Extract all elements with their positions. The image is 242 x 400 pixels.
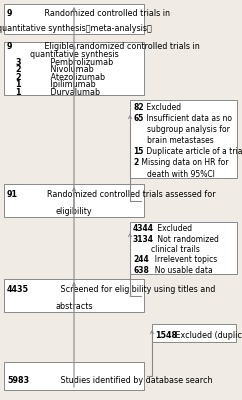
Text: 91: 91 xyxy=(7,190,18,199)
Text: Randomized controlled trials in: Randomized controlled trials in xyxy=(42,9,170,18)
Text: Not randomized: Not randomized xyxy=(155,235,219,244)
Text: 9: 9 xyxy=(7,42,13,52)
Bar xyxy=(152,324,236,342)
Text: 2: 2 xyxy=(15,73,21,82)
Text: 1: 1 xyxy=(15,80,21,89)
Text: Atezolizumab: Atezolizumab xyxy=(48,73,105,82)
Text: quantitative synthesis（meta-analysis）: quantitative synthesis（meta-analysis） xyxy=(0,24,151,33)
Text: Irrelevent topics: Irrelevent topics xyxy=(150,256,217,264)
Text: abstracts: abstracts xyxy=(55,302,93,311)
Text: subgroup analysis for: subgroup analysis for xyxy=(147,125,230,134)
Text: Excluded (duplicates): Excluded (duplicates) xyxy=(173,331,242,340)
Text: Missing data on HR for: Missing data on HR for xyxy=(139,158,229,168)
Text: brain metastases: brain metastases xyxy=(147,136,214,145)
Text: 65: 65 xyxy=(133,114,143,123)
Text: Excluded: Excluded xyxy=(144,103,182,112)
Text: 244: 244 xyxy=(133,256,149,264)
Text: 3134: 3134 xyxy=(133,235,154,244)
Text: death with 95%CI: death with 95%CI xyxy=(147,170,215,178)
Text: 2: 2 xyxy=(133,158,138,168)
Text: Duplicate article of a trial: Duplicate article of a trial xyxy=(144,147,242,156)
Bar xyxy=(130,222,237,274)
Text: clinical trails: clinical trails xyxy=(151,245,200,254)
Bar xyxy=(4,184,144,217)
Bar xyxy=(4,4,144,34)
Text: 82: 82 xyxy=(133,103,144,112)
Text: 5983: 5983 xyxy=(7,376,29,385)
Text: eligibility: eligibility xyxy=(56,207,92,216)
Text: 638: 638 xyxy=(133,266,149,275)
Text: 3: 3 xyxy=(15,58,21,66)
Text: Durvalumab: Durvalumab xyxy=(48,88,100,97)
Text: No usable data: No usable data xyxy=(150,266,212,275)
Text: 4435: 4435 xyxy=(7,285,29,294)
Bar xyxy=(4,42,144,95)
Text: 1: 1 xyxy=(15,88,21,97)
Text: Ipilimumab: Ipilimumab xyxy=(48,80,96,89)
Text: Eligible randomized controlled trials in: Eligible randomized controlled trials in xyxy=(42,42,199,52)
Bar xyxy=(130,100,237,178)
Text: 9: 9 xyxy=(7,9,13,18)
Text: Insufficient data as no: Insufficient data as no xyxy=(144,114,232,123)
Text: quantitative synthesis: quantitative synthesis xyxy=(30,50,118,59)
Bar xyxy=(4,362,144,390)
Text: 1548: 1548 xyxy=(155,331,177,340)
Text: 15: 15 xyxy=(133,147,143,156)
Text: 2: 2 xyxy=(15,65,21,74)
Bar xyxy=(4,279,144,312)
Text: Screened for eligibility using titles and: Screened for eligibility using titles an… xyxy=(58,285,216,294)
Text: Nivolumab: Nivolumab xyxy=(48,65,94,74)
Text: 4344: 4344 xyxy=(133,224,154,233)
Text: Randomized controlled trials assessed for: Randomized controlled trials assessed fo… xyxy=(47,190,216,199)
Text: Excluded: Excluded xyxy=(155,224,192,233)
Text: Studies identified by database search: Studies identified by database search xyxy=(58,376,213,385)
Text: Pembrolizumab: Pembrolizumab xyxy=(48,58,113,66)
